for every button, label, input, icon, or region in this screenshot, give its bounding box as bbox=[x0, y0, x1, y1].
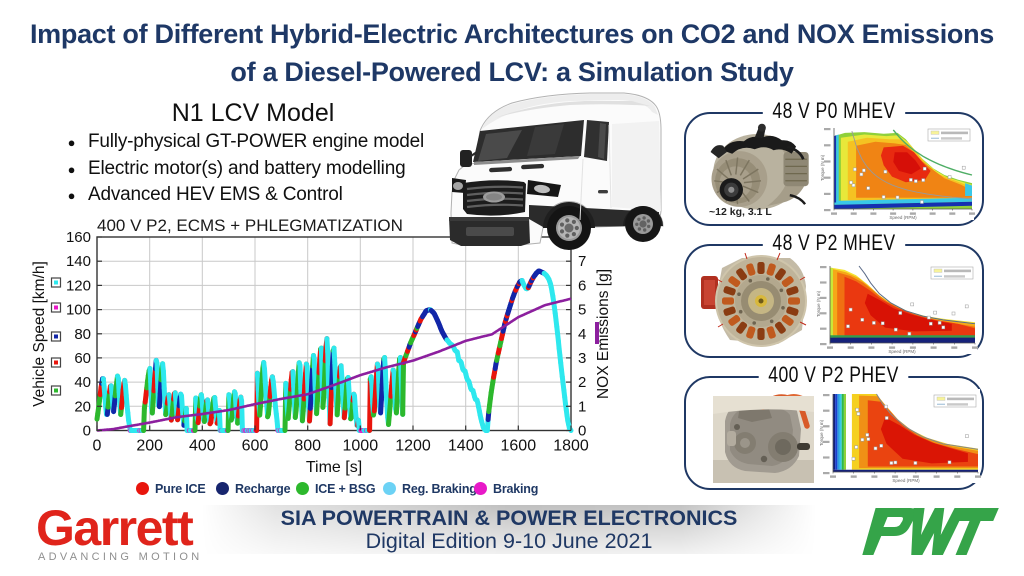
svg-text:80: 80 bbox=[74, 326, 91, 343]
svg-text:1: 1 bbox=[578, 398, 586, 415]
svg-text:400: 400 bbox=[189, 438, 216, 455]
svg-text:7: 7 bbox=[578, 253, 586, 270]
svg-text:NOX Emissions [g]: NOX Emissions [g] bbox=[595, 269, 612, 399]
svg-text:1400: 1400 bbox=[448, 438, 484, 455]
svg-text:1000: 1000 bbox=[343, 438, 379, 455]
svg-text:6: 6 bbox=[578, 277, 586, 294]
svg-text:0: 0 bbox=[578, 423, 586, 440]
svg-text:3: 3 bbox=[578, 350, 586, 367]
svg-text:1600: 1600 bbox=[501, 438, 537, 455]
svg-text:40: 40 bbox=[74, 374, 91, 391]
svg-text:600: 600 bbox=[242, 438, 269, 455]
svg-text:1200: 1200 bbox=[395, 438, 431, 455]
svg-text:Time [s]: Time [s] bbox=[306, 459, 362, 476]
svg-text:200: 200 bbox=[136, 438, 163, 455]
svg-text:140: 140 bbox=[66, 253, 91, 270]
svg-text:120: 120 bbox=[66, 277, 91, 294]
svg-text:800: 800 bbox=[294, 438, 321, 455]
svg-text:2: 2 bbox=[578, 374, 586, 391]
svg-text:20: 20 bbox=[74, 398, 91, 415]
svg-text:0: 0 bbox=[83, 423, 91, 440]
svg-text:Vehicle Speed [km/h]: Vehicle Speed [km/h] bbox=[31, 261, 48, 407]
svg-text:1800: 1800 bbox=[553, 438, 589, 455]
svg-text:100: 100 bbox=[66, 302, 91, 319]
svg-text:60: 60 bbox=[74, 350, 91, 367]
svg-text:0: 0 bbox=[93, 438, 102, 455]
svg-text:4: 4 bbox=[578, 326, 586, 343]
svg-text:160: 160 bbox=[66, 229, 91, 246]
svg-text:5: 5 bbox=[578, 302, 586, 319]
